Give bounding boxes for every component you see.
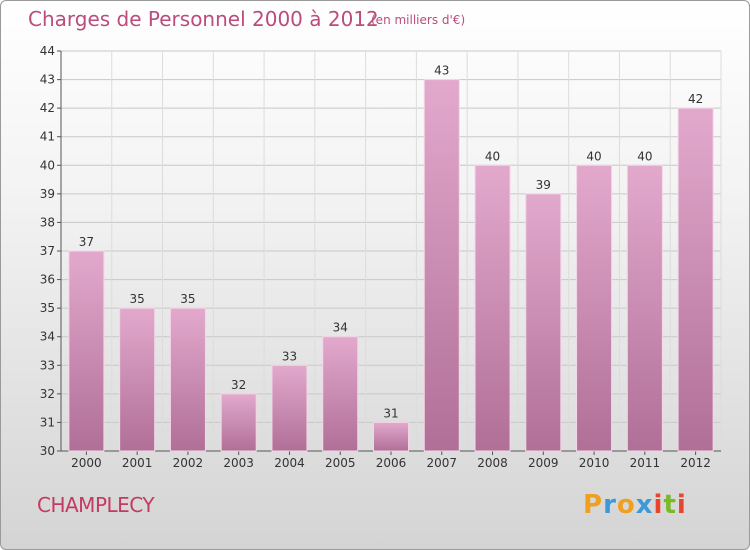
bar bbox=[626, 164, 663, 452]
y-tick-label: 42 bbox=[40, 101, 55, 115]
x-tick-label: 2009 bbox=[528, 456, 559, 470]
bar bbox=[322, 336, 359, 452]
x-tick-label: 2001 bbox=[122, 456, 153, 470]
bar bbox=[373, 421, 409, 452]
logo-letter: i bbox=[653, 490, 664, 520]
y-tick-label: 43 bbox=[40, 73, 55, 87]
y-tick-label: 37 bbox=[40, 244, 55, 258]
bar bbox=[119, 307, 156, 452]
y-tick-label: 32 bbox=[40, 387, 55, 401]
x-tick-label: 2003 bbox=[223, 456, 254, 470]
logo-letter: P bbox=[583, 490, 604, 520]
logo-letter: x bbox=[635, 490, 654, 520]
bar-value-label: 33 bbox=[282, 349, 297, 363]
x-tick-label: 2008 bbox=[477, 456, 508, 470]
y-tick-label: 39 bbox=[40, 187, 55, 201]
bar-value-label: 32 bbox=[231, 378, 246, 392]
bar-value-label: 31 bbox=[383, 406, 398, 420]
y-tick-label: 44 bbox=[40, 44, 55, 58]
chart-title: Charges de Personnel 2000 à 2012 bbox=[28, 7, 379, 31]
x-tick-label: 2011 bbox=[630, 456, 661, 470]
bar-value-label: 43 bbox=[434, 64, 449, 78]
axes: 30 31 32 33 34 35 36 37 38 39 40 41 42 43 44 bbox=[40, 44, 721, 458]
y-tick-label: 30 bbox=[40, 444, 55, 458]
bar-value-label: 42 bbox=[688, 92, 703, 106]
y-tick-label: 33 bbox=[40, 358, 55, 372]
bar-value-label: 40 bbox=[485, 149, 500, 163]
bar-value-label: 34 bbox=[333, 321, 348, 335]
y-tick-label: 36 bbox=[40, 273, 55, 287]
logo-letter: i bbox=[676, 490, 687, 520]
bar bbox=[423, 79, 460, 452]
y-tick-label: 35 bbox=[40, 301, 55, 315]
logo-letter: t bbox=[663, 490, 677, 520]
bar-value-label: 40 bbox=[637, 149, 652, 163]
bar bbox=[169, 307, 206, 452]
y-tick-label: 38 bbox=[40, 215, 55, 229]
bar bbox=[677, 107, 714, 452]
logo-letter: r bbox=[603, 490, 617, 520]
y-tick-label: 41 bbox=[40, 130, 55, 144]
x-tick-label: 2010 bbox=[579, 456, 610, 470]
bar bbox=[576, 164, 613, 452]
labels: 37 2000 35 2001 35 2002 32 2003 33 2004 34 2005 31 20… bbox=[71, 64, 711, 470]
bar bbox=[474, 164, 511, 452]
chart-subtitle: (en milliers d'€) bbox=[371, 13, 466, 27]
bar-value-label: 35 bbox=[180, 292, 195, 306]
logo-letter: o bbox=[616, 490, 636, 520]
bar-value-label: 35 bbox=[130, 292, 145, 306]
y-tick-label: 34 bbox=[40, 330, 55, 344]
proxiti-logo[interactable]: Proxiti bbox=[583, 490, 687, 520]
y-tick-label: 40 bbox=[40, 158, 55, 172]
x-tick-label: 2012 bbox=[680, 456, 711, 470]
bar bbox=[220, 393, 257, 452]
x-tick-label: 2007 bbox=[426, 456, 457, 470]
y-tick-label: 31 bbox=[40, 415, 55, 429]
bar-value-label: 40 bbox=[586, 149, 601, 163]
x-tick-label: 2005 bbox=[325, 456, 356, 470]
bar-value-label: 39 bbox=[536, 178, 551, 192]
x-tick-label: 2002 bbox=[173, 456, 204, 470]
x-tick-label: 2004 bbox=[274, 456, 305, 470]
bar bbox=[271, 364, 308, 452]
grid-lines bbox=[60, 50, 722, 452]
commune-name: CHAMPLECY bbox=[37, 493, 155, 517]
x-tick-label: 2000 bbox=[71, 456, 102, 470]
bar bbox=[68, 250, 105, 452]
x-tick-label: 2006 bbox=[376, 456, 407, 470]
bar bbox=[525, 193, 562, 452]
bar-value-label: 37 bbox=[79, 235, 94, 249]
bars bbox=[68, 79, 714, 452]
